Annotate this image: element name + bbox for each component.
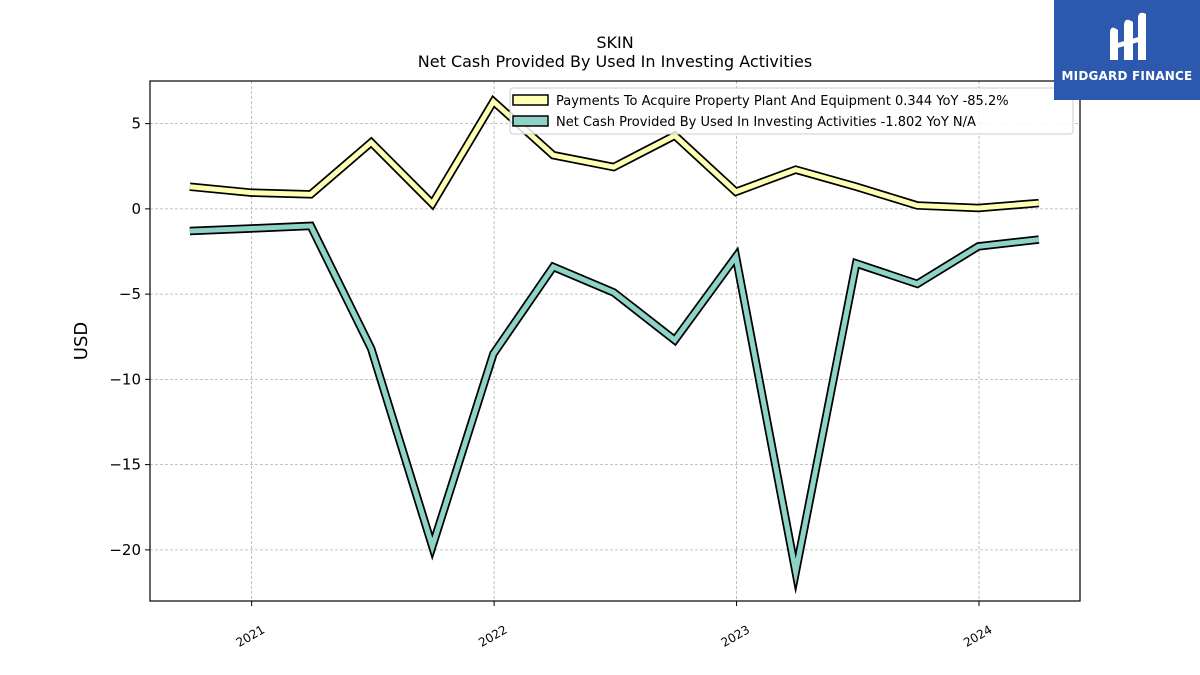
legend-label-2: Net Cash Provided By Used In Investing A… xyxy=(556,115,976,130)
y-axis-label: USD xyxy=(71,322,92,360)
series-outline-2 xyxy=(189,221,1040,595)
legend-swatch-2 xyxy=(512,115,549,127)
legend-box xyxy=(509,87,1074,135)
midgard-logo-icon xyxy=(1110,12,1146,61)
y-tick-label: −20 xyxy=(109,541,141,559)
x-tick-label: 2021 xyxy=(234,622,267,649)
chart-subtitle: Net Cash Provided By Used In Investing A… xyxy=(417,52,813,71)
plot-frame xyxy=(149,80,1081,602)
y-tick-label: 5 xyxy=(131,115,141,133)
legend-swatch-1 xyxy=(512,94,549,106)
x-tick-label: 2022 xyxy=(476,622,509,649)
x-tick-label: 2023 xyxy=(719,622,752,649)
y-tick-label: −10 xyxy=(109,370,141,388)
series-line-1 xyxy=(189,97,1040,211)
x-tick-label: 2024 xyxy=(961,622,994,649)
y-tick-label: 0 xyxy=(131,200,141,218)
logo-text: MIDGARD FINANCE xyxy=(1061,69,1193,83)
brand-logo: MIDGARD FINANCE xyxy=(1054,0,1200,100)
y-tick-label: −15 xyxy=(109,456,141,474)
y-tick-label: −5 xyxy=(119,285,141,303)
series-line-2 xyxy=(189,223,1040,586)
chart-title: SKIN xyxy=(596,33,634,52)
legend-label-1: Payments To Acquire Property Plant And E… xyxy=(556,94,1009,109)
